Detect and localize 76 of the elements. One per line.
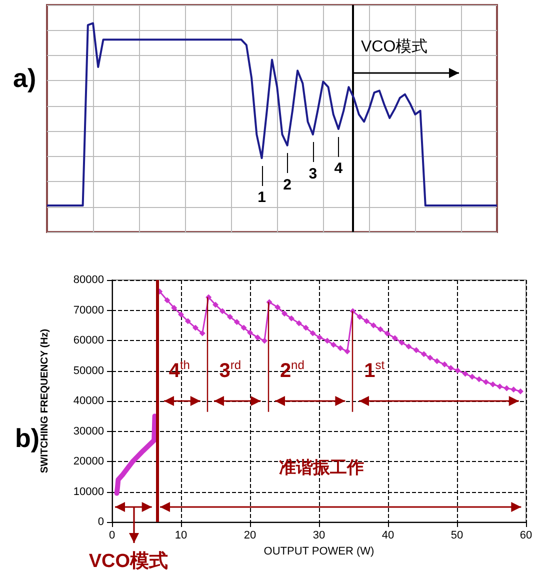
point <box>370 322 377 328</box>
point <box>302 324 309 331</box>
point <box>330 342 336 348</box>
point <box>427 354 434 361</box>
point <box>261 338 268 344</box>
point <box>178 311 184 318</box>
y-tick-label: 30000 <box>73 425 104 438</box>
point <box>337 345 344 352</box>
point <box>184 318 191 324</box>
point <box>377 326 384 332</box>
y-tick-label: 80000 <box>73 274 104 286</box>
point <box>413 347 420 354</box>
point <box>240 324 247 331</box>
point <box>254 334 261 340</box>
point <box>212 302 218 308</box>
point <box>454 367 461 374</box>
y-tick-label: 70000 <box>73 304 104 316</box>
point <box>469 374 476 380</box>
y-tick-label: 10000 <box>73 486 104 498</box>
point <box>504 385 510 392</box>
annotation: 准谐振工作 <box>278 458 364 477</box>
annotation: 3 <box>308 165 318 182</box>
annotation: 2 <box>283 176 292 194</box>
y-tick-label: 0 <box>98 516 104 528</box>
point <box>282 310 288 317</box>
point <box>462 370 468 377</box>
point <box>442 361 448 368</box>
y-tick-label: 40000 <box>73 395 104 407</box>
annotation: 1 <box>258 189 266 206</box>
point <box>398 340 405 346</box>
point <box>384 330 390 337</box>
point <box>171 304 178 311</box>
point <box>517 388 524 394</box>
point <box>274 304 281 310</box>
annotation: 4 <box>334 160 344 177</box>
point <box>434 358 440 364</box>
y-tick-label: 60000 <box>73 334 104 346</box>
x-tick-label: 20 <box>244 530 256 542</box>
point <box>490 381 496 388</box>
point <box>199 330 206 336</box>
x-tick-label: 30 <box>312 530 326 542</box>
text: a) <box>13 63 36 93</box>
point <box>406 344 412 350</box>
point <box>247 330 253 336</box>
point <box>164 297 170 304</box>
x-tick-label: 0 <box>108 530 116 542</box>
point <box>496 383 503 390</box>
point <box>296 320 302 326</box>
y-tick-label: 20000 <box>73 456 104 468</box>
point <box>476 376 482 382</box>
y-axis-title: SWITCHING FREQUENCY (Hz) <box>40 328 50 474</box>
text: VCO模式 <box>88 550 168 572</box>
point <box>219 308 226 314</box>
point <box>288 315 294 322</box>
point <box>344 348 350 354</box>
annotation: VCO模式 <box>361 38 428 56</box>
point <box>226 314 233 320</box>
x-tick-label: 60 <box>520 530 532 542</box>
x-tick-label: 40 <box>382 530 394 542</box>
point <box>310 330 316 336</box>
point <box>234 319 240 326</box>
point <box>392 335 398 342</box>
point <box>482 378 489 385</box>
point <box>324 338 330 344</box>
x-tick-label: 50 <box>450 530 464 542</box>
point <box>316 334 323 340</box>
y-tick-label: 50000 <box>73 364 104 377</box>
x-axis-title: OUTPUT POWER (W) <box>264 546 374 558</box>
x-tick-label: 10 <box>174 530 188 542</box>
point <box>420 351 427 358</box>
point <box>356 314 363 320</box>
point <box>448 365 454 372</box>
point <box>364 318 370 324</box>
text: b) <box>15 423 40 453</box>
point <box>192 324 198 331</box>
point <box>510 386 517 393</box>
